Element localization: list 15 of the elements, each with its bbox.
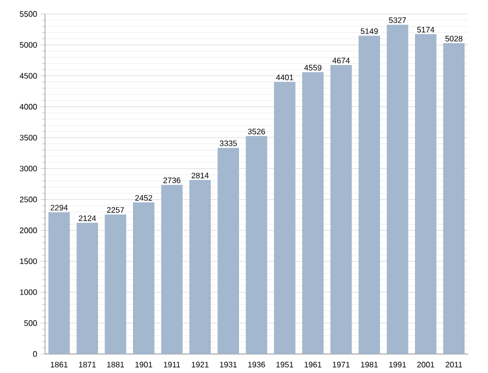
bar [161,184,183,354]
bar [48,212,70,354]
bar [246,136,268,354]
bar [330,65,352,354]
bar [76,222,98,354]
bar [104,214,126,354]
bar [218,148,240,354]
bar [189,180,211,354]
bar [443,43,465,354]
bar [302,72,324,354]
bar [386,24,408,354]
bar [358,36,380,354]
bar [132,202,154,354]
bar [414,34,436,354]
bar [274,82,296,354]
